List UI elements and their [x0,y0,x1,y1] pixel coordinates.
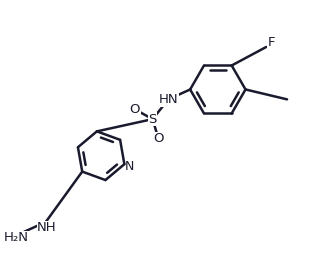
Text: F: F [267,35,275,49]
Text: S: S [148,113,157,126]
Text: NH: NH [37,221,57,234]
Text: N: N [125,160,135,173]
Text: HN: HN [158,93,178,106]
Text: O: O [153,132,164,145]
Text: H₂N: H₂N [4,231,29,244]
Text: O: O [129,103,140,116]
